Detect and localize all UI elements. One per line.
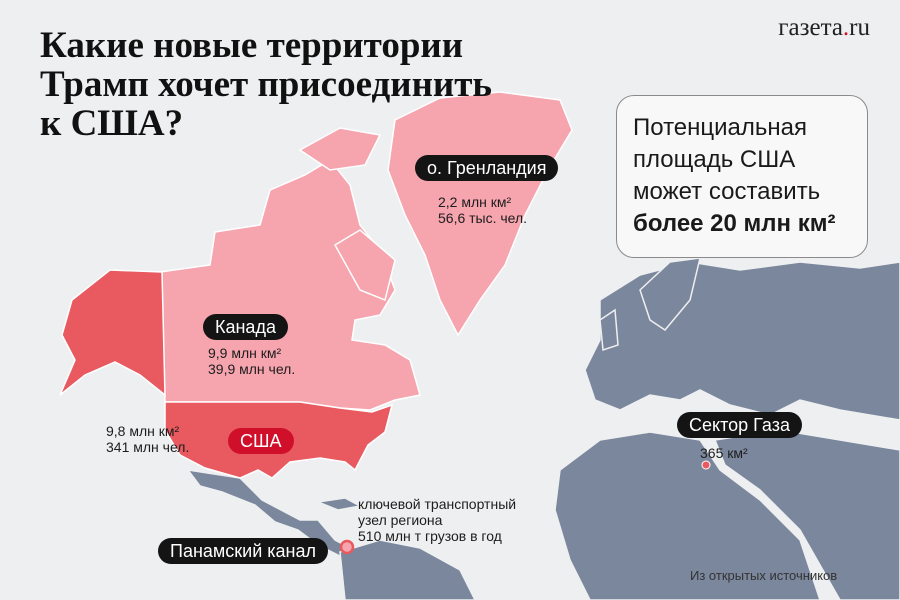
greenland-label: о. Гренландия: [415, 155, 559, 181]
page-title: Какие новые территории Трамп хочет присо…: [40, 26, 492, 143]
middle-east: [713, 429, 900, 600]
title-line: к США?: [40, 103, 184, 144]
logo: газета.ru: [778, 14, 870, 42]
summary-highlight: более 20 млн км²: [633, 210, 836, 237]
source-note: Из открытых источников: [690, 568, 838, 583]
usa-stats: 9,8 млн км² 341 млн чел.: [106, 423, 189, 455]
greenland-stats: 2,2 млн км² 56,6 тыс. чел.: [438, 194, 527, 226]
europe: [584, 261, 900, 421]
canada-shape: [159, 159, 421, 411]
greenland-population: 56,6 тыс. чел.: [438, 210, 528, 226]
panama-canal-marker: [339, 539, 355, 555]
south-america: [339, 539, 476, 600]
summary-line: может составить: [633, 178, 821, 205]
canada-label: Канада: [203, 314, 288, 340]
africa: [554, 431, 821, 600]
usa-population: 341 млн чел.: [106, 439, 190, 455]
usa-label: США: [228, 428, 294, 454]
panama-canal-label: Панамский канал: [158, 538, 328, 564]
panama-note: 510 млн т грузов в год: [358, 528, 502, 544]
title-line: Трамп хочет присоединить: [40, 64, 492, 105]
summary-box: Потенциальная площадь США может составит…: [616, 95, 868, 258]
logo-dot: .: [842, 14, 850, 41]
usa-area: 9,8 млн км²: [106, 423, 180, 439]
summary-line: площадь США: [633, 146, 796, 173]
canada-area: 9,9 млн км²: [208, 345, 282, 361]
summary-line: Потенциальная: [633, 114, 807, 141]
panama-note: узел региона: [358, 512, 443, 528]
panama-canal-notes: ключевой транспортный узел региона 510 млн…: [358, 496, 516, 544]
canada-stats: 9,9 млн км² 39,9 млн чел.: [208, 345, 295, 377]
gaza-label: Сектор Газа: [677, 412, 802, 438]
baffin-island: [333, 229, 396, 302]
scandinavia: [639, 257, 701, 331]
gaza-marker: [701, 460, 711, 470]
title-line: Какие новые территории: [40, 25, 464, 66]
caribbean: [315, 497, 363, 511]
logo-main: газета: [778, 14, 843, 41]
arctic-islands: [298, 127, 382, 171]
greenland-area: 2,2 млн км²: [438, 194, 512, 210]
alaska-shape: [59, 269, 166, 397]
panama-note: ключевой транспортный: [358, 496, 517, 512]
canada-population: 39,9 млн чел.: [208, 361, 296, 377]
british-isles: [599, 308, 619, 352]
greenland-shape: [387, 91, 573, 337]
gaza-area: 365 км²: [700, 445, 748, 461]
logo-tld: ru: [849, 14, 870, 41]
